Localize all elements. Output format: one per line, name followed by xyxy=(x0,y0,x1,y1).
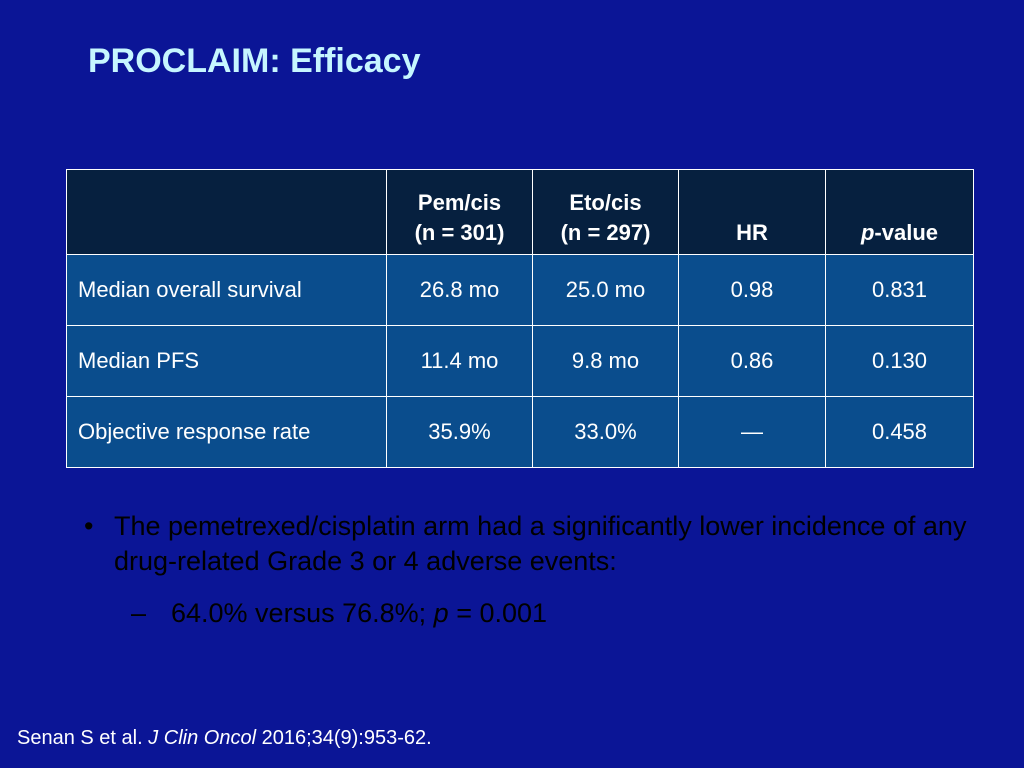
row-label: Objective response rate xyxy=(66,396,387,468)
slide-title: PROCLAIM: Efficacy xyxy=(88,42,421,80)
cell-pem-cis: 11.4 mo xyxy=(386,325,533,397)
header-p-value-label: p-value xyxy=(826,218,973,248)
bullet-text: The pemetrexed/cisplatin arm had a signi… xyxy=(114,511,967,576)
cell-hr: 0.98 xyxy=(678,254,826,326)
table-row: Median overall survival 26.8 mo 25.0 mo … xyxy=(66,254,974,326)
header-p-value: p-value xyxy=(825,169,974,255)
header-eto-cis: Eto/cis (n = 297) xyxy=(532,169,679,255)
sub-bullet-item: – 64.0% versus 76.8%; p = 0.001 xyxy=(131,596,547,631)
sub-bullet-marker: – xyxy=(131,598,147,628)
bullet-item: • The pemetrexed/cisplatin arm had a sig… xyxy=(84,509,974,579)
sub-bullet-p-italic: p xyxy=(433,598,449,628)
cell-eto-cis: 9.8 mo xyxy=(532,325,679,397)
sub-bullet-p-value: = 0.001 xyxy=(448,598,548,628)
cell-hr: — xyxy=(678,396,826,468)
header-hr-label: HR xyxy=(736,220,768,245)
cell-p-value: 0.458 xyxy=(825,396,974,468)
citation-authors: Senan S et al. xyxy=(17,727,149,749)
table-row: Median PFS 11.4 mo 9.8 mo 0.86 0.130 xyxy=(66,325,974,397)
cell-pem-cis: 35.9% xyxy=(386,396,533,468)
header-eto-cis-name: Eto/cis xyxy=(569,190,642,215)
table-header-row: Pem/cis (n = 301) Eto/cis (n = 297) HR p… xyxy=(66,169,974,255)
header-pem-cis-name: Pem/cis xyxy=(417,190,502,215)
cell-p-value: 0.831 xyxy=(825,254,974,326)
cell-hr: 0.86 xyxy=(678,325,826,397)
efficacy-table: Pem/cis (n = 301) Eto/cis (n = 297) HR p… xyxy=(66,169,974,468)
citation: Senan S et al. J Clin Oncol 2016;34(9):9… xyxy=(17,727,432,750)
header-p-rest: -value xyxy=(874,220,939,245)
header-pem-cis-n: (n = 301) xyxy=(414,220,505,245)
sub-bullet-text: 64.0% versus 76.8%; p = 0.001 xyxy=(171,596,547,631)
cell-eto-cis: 25.0 mo xyxy=(532,254,679,326)
sub-bullet-values: 64.0% versus 76.8%; xyxy=(171,598,434,628)
cell-p-value: 0.130 xyxy=(825,325,974,397)
citation-details: 2016;34(9):953-62. xyxy=(256,727,432,749)
row-label: Median overall survival xyxy=(66,254,387,326)
citation-journal: J Clin Oncol xyxy=(148,727,257,749)
bullet-marker: • xyxy=(84,511,94,541)
cell-pem-cis: 26.8 mo xyxy=(386,254,533,326)
header-empty-cell xyxy=(66,169,387,255)
header-hr: HR xyxy=(678,169,826,255)
header-eto-cis-n: (n = 297) xyxy=(560,220,651,245)
header-pem-cis: Pem/cis (n = 301) xyxy=(386,169,533,255)
header-p-italic: p xyxy=(860,220,875,245)
row-label: Median PFS xyxy=(66,325,387,397)
table-row: Objective response rate 35.9% 33.0% — 0.… xyxy=(66,396,974,468)
cell-eto-cis: 33.0% xyxy=(532,396,679,468)
